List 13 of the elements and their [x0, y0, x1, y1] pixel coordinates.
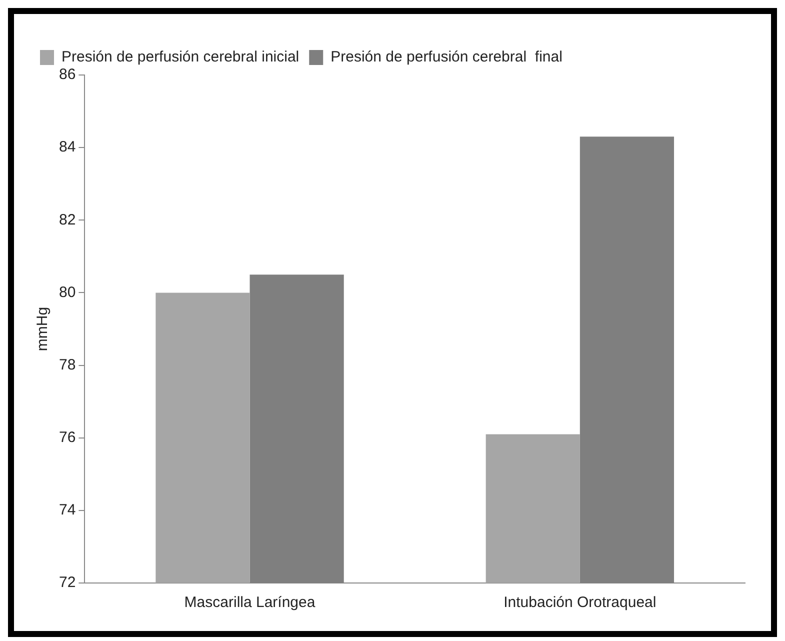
- legend-label: Presión de perfusión cerebral final: [330, 48, 562, 66]
- y-tick-label: 78: [58, 356, 76, 374]
- x-tick-label: Intubación Orotraqueal: [504, 594, 656, 612]
- y-tick-label: 80: [58, 284, 76, 301]
- y-tick-label: 86: [58, 66, 76, 84]
- x-tick-label: Mascarilla Laríngea: [184, 594, 316, 612]
- y-tick-label: 84: [58, 138, 76, 156]
- legend-label: Presión de perfusión cerebral inicial: [62, 48, 300, 66]
- y-tick-label: 82: [58, 211, 76, 228]
- y-tick-label: 72: [58, 574, 76, 592]
- y-tick-label: 76: [58, 429, 76, 446]
- y-axis-title: mmHg: [34, 306, 52, 352]
- y-tick-label: 74: [58, 502, 76, 519]
